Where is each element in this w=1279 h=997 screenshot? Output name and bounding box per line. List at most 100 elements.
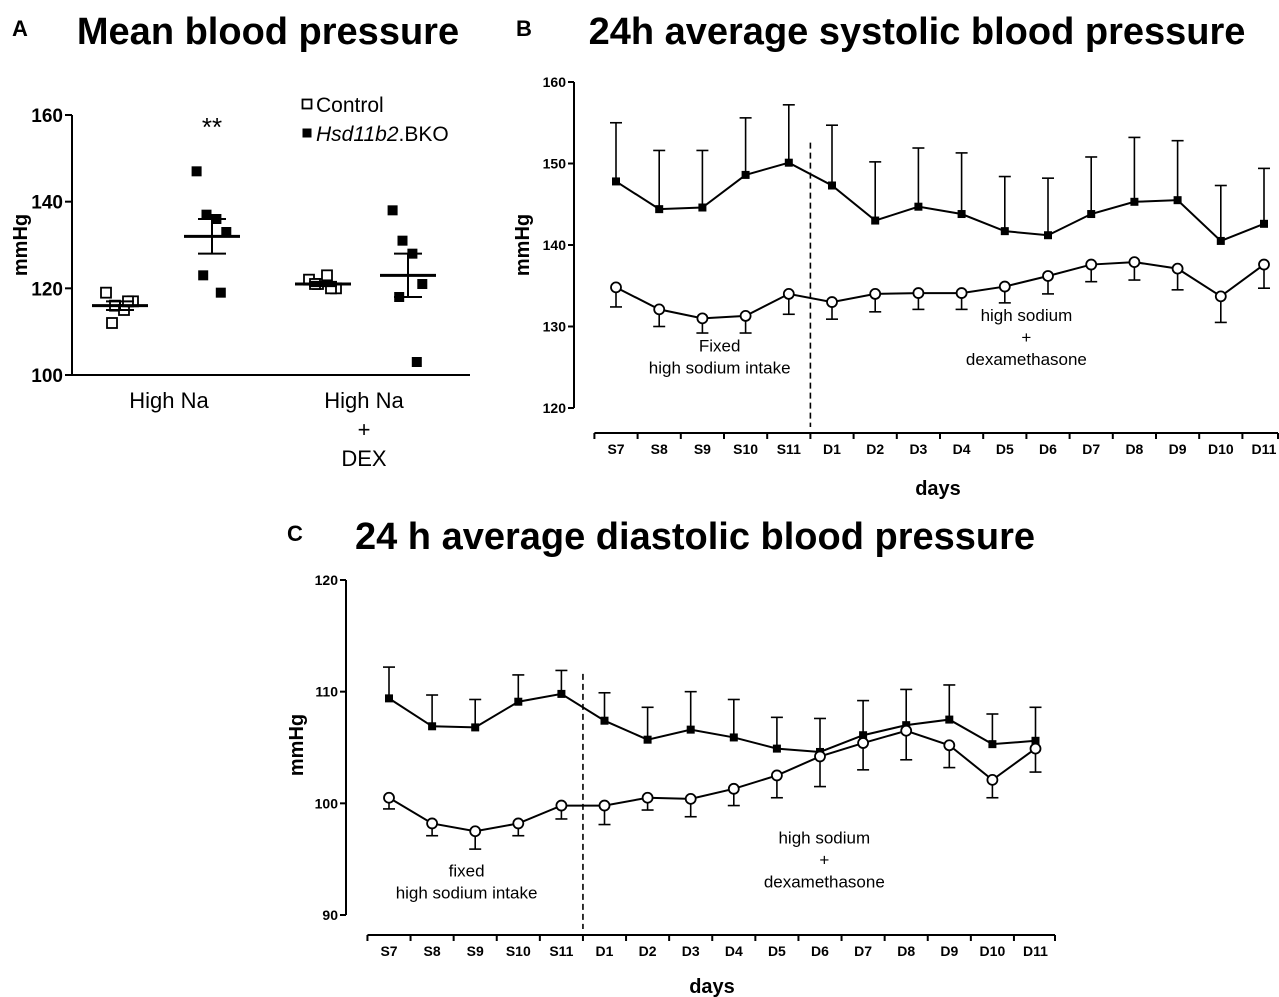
data-point	[426, 817, 439, 830]
data-point	[612, 177, 620, 186]
data-point	[729, 733, 738, 742]
x-tick-label: D7	[854, 943, 872, 959]
data-point	[653, 303, 666, 316]
x-tick-label: S8	[651, 441, 668, 457]
data-point	[198, 270, 209, 281]
phase-note: dexamethasone	[966, 350, 1087, 369]
series-line	[388, 729, 1037, 833]
significance-annotation: **	[202, 112, 222, 142]
data-point	[383, 791, 395, 804]
y-tick-label: 120	[31, 279, 63, 300]
data-point	[727, 782, 740, 795]
data-point	[1087, 210, 1096, 219]
panel-b-chart: 120 130 140 150 160 S7 S8 S9 S10 S11 D1 D2 D3 D4 D5 D6 D…	[543, 74, 1279, 457]
x-tick-label: S9	[694, 441, 711, 457]
series-hsd11b2-bko	[383, 666, 1042, 756]
data-point	[739, 310, 752, 322]
x-tick-label: D1	[823, 441, 841, 457]
data-point	[914, 202, 923, 211]
y-tick-label: 160	[31, 106, 63, 127]
data-point	[428, 722, 437, 731]
x-tick-label: D9	[940, 943, 958, 959]
data-point	[1171, 262, 1184, 275]
data-point	[784, 158, 793, 167]
data-point	[471, 723, 480, 732]
x-tick-label: S7	[380, 943, 397, 959]
x-tick-label: S9	[467, 943, 484, 959]
data-point	[201, 209, 212, 220]
x-tick-label: D5	[768, 943, 786, 959]
y-tick-label: 150	[543, 156, 567, 172]
panel-a-ylabel: mmHg	[10, 214, 32, 276]
series-line	[615, 261, 1265, 320]
x-tick-label: D5	[996, 441, 1014, 457]
x-tick-label: D3	[909, 441, 927, 457]
panel-a-title: Mean blood pressure	[77, 11, 459, 53]
data-point	[100, 286, 112, 299]
data-point	[641, 791, 654, 804]
data-point	[1258, 258, 1270, 271]
data-point	[1085, 258, 1098, 271]
data-point	[900, 724, 913, 737]
x-tick-label: D8	[1125, 441, 1143, 457]
legend-label-bko: Hsd11b2.BKO	[316, 123, 449, 146]
data-point	[857, 737, 869, 749]
x-tick-label: D3	[682, 943, 700, 959]
y-tick-label: 140	[31, 193, 63, 214]
legend-label-bko-rest: .BKO	[399, 123, 449, 146]
x-tick-label: S10	[506, 943, 531, 959]
phase-note: dexamethasone	[764, 873, 885, 892]
y-tick-label: 90	[322, 907, 338, 923]
phase-note: +	[1021, 328, 1031, 347]
phase-note: fixed	[449, 862, 485, 881]
y-tick-label: 140	[543, 237, 567, 253]
y-tick-label: 120	[315, 572, 339, 588]
legend: Control Hsd11b2.BKO	[301, 94, 449, 146]
y-tick-label: 130	[543, 319, 567, 335]
data-point	[684, 792, 697, 805]
data-point	[998, 280, 1011, 293]
data-point	[955, 287, 968, 299]
panel-c-letter: C	[287, 521, 303, 546]
x-tick-label: D6	[1039, 441, 1057, 457]
x-tick-label: S7	[607, 441, 624, 457]
x-tick-label: D1	[596, 943, 614, 959]
x-tick-label: D4	[953, 441, 971, 457]
y-tick-label: 110	[315, 684, 338, 700]
data-point	[106, 317, 118, 329]
data-point	[696, 312, 709, 325]
data-point	[411, 357, 422, 367]
data-point	[1173, 196, 1182, 205]
y-tick-label: 100	[31, 366, 63, 387]
data-point	[469, 825, 482, 838]
series-control	[383, 724, 1042, 850]
data-point	[643, 735, 652, 744]
data-point	[698, 203, 707, 212]
x-tick-label: S8	[424, 943, 441, 959]
panel-b-ylabel: mmHg	[512, 214, 534, 276]
data-point	[741, 170, 750, 179]
data-point	[1044, 231, 1052, 240]
data-point	[321, 269, 333, 282]
data-point	[221, 227, 232, 237]
data-point	[912, 287, 925, 299]
x-category-label: High Na	[324, 388, 404, 413]
x-category-label: +	[358, 417, 371, 442]
data-point	[945, 715, 954, 724]
data-point	[771, 769, 783, 782]
x-tick-label: S11	[549, 943, 573, 959]
x-tick-label: D10	[1208, 441, 1234, 457]
x-tick-label: D6	[811, 943, 829, 959]
phase-note: high sodium	[778, 829, 870, 848]
data-point	[557, 689, 566, 698]
data-point	[859, 731, 868, 740]
panel-c-ylabel: mmHg	[286, 714, 308, 776]
panel-a-chart: 100 120 140 160 High Na High Na + DEX ** Control H…	[31, 94, 470, 471]
x-category-label: High Na	[129, 388, 209, 413]
data-point	[943, 739, 956, 752]
data-point	[871, 216, 880, 225]
data-point	[988, 740, 997, 749]
legend-label-control: Control	[316, 94, 384, 117]
phase-note: Fixed	[699, 336, 741, 355]
